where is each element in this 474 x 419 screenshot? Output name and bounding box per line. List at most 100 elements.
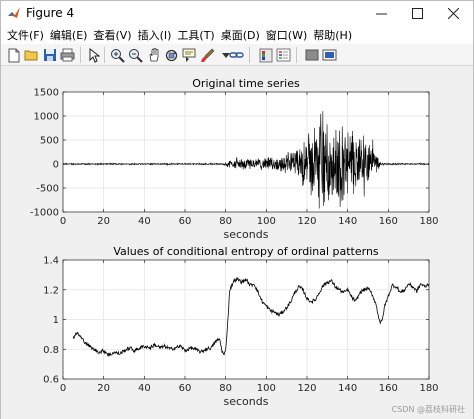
x-tick-label: 60	[179, 383, 192, 394]
toolbar	[1, 44, 473, 66]
x-tick-label: 160	[379, 216, 398, 227]
y-tick-label: -1000	[30, 208, 59, 219]
y-tick-label: 0.8	[43, 345, 59, 356]
x-axis-label: seconds	[224, 228, 269, 241]
y-tick-label: -500	[36, 184, 59, 195]
x-tick-label: 180	[419, 216, 438, 227]
y-tick-label: 1	[53, 315, 59, 326]
menu-bar: 文件(F) 编辑(E) 查看(V) 插入(I) 工具(T) 桌面(D) 窗口(W…	[1, 25, 473, 44]
maximize-button[interactable]	[399, 1, 435, 25]
y-tick-label: 0.6	[43, 375, 59, 386]
pointer-button[interactable]	[85, 47, 102, 63]
link-icon	[229, 51, 244, 58]
x-tick-label: 40	[138, 216, 151, 227]
x-tick-label: 60	[179, 216, 192, 227]
close-icon	[447, 7, 459, 19]
menu-tools[interactable]: 工具(T)	[177, 28, 215, 42]
menu-help[interactable]: 帮助(H)	[313, 28, 353, 42]
zoom-out-button[interactable]	[127, 47, 144, 63]
axes-frame	[62, 91, 430, 213]
x-tick-label: 20	[97, 383, 110, 394]
x-tick-label: 140	[338, 216, 357, 227]
print-icon	[60, 48, 75, 62]
pan-button[interactable]	[145, 47, 162, 63]
x-tick-label: 80	[219, 383, 232, 394]
x-tick-label: 180	[419, 383, 438, 394]
matlab-icon	[8, 7, 20, 18]
maximize-icon	[411, 7, 423, 19]
toolbar-separator	[104, 47, 105, 63]
y-tick-label: 0	[53, 160, 59, 171]
legend-icon	[276, 48, 291, 61]
zoom-out-icon	[129, 48, 143, 63]
y-tick-label: 1500	[34, 88, 59, 99]
menu-file[interactable]: 文件(F)	[7, 28, 44, 42]
minimize-button[interactable]	[363, 1, 399, 25]
y-tick-label: 1.2	[43, 285, 59, 296]
menu-desktop[interactable]: 桌面(D)	[220, 28, 260, 42]
hide-plot-tools-button[interactable]	[303, 47, 320, 63]
brush-icon	[201, 48, 215, 62]
rotate-3d-icon	[165, 49, 178, 61]
menu-window[interactable]: 窗口(W)	[265, 28, 308, 42]
x-tick-label: 100	[257, 383, 276, 394]
menu-insert[interactable]: 插入(I)	[137, 28, 172, 42]
open-folder-icon	[24, 50, 38, 61]
colorbar-button[interactable]	[257, 47, 274, 63]
toolbar-separator	[80, 47, 81, 63]
y-tick-label: 1.4	[43, 256, 59, 267]
data-cursor-button[interactable]	[181, 47, 198, 63]
open-button[interactable]	[23, 47, 40, 63]
figure-canvas: 0 20 40 60 80 100 120 140 160 180 -1000 -500 0 500 100…	[1, 67, 473, 419]
brush-button[interactable]	[199, 47, 216, 63]
x-tick-label: 120	[297, 216, 316, 227]
brush-options-button[interactable]	[217, 47, 234, 63]
menu-edit[interactable]: 编辑(E)	[49, 28, 88, 42]
x-axis-label: seconds	[224, 395, 269, 408]
toolbar-separator	[249, 47, 250, 63]
hide-plot-tools-icon	[305, 49, 318, 61]
print-button[interactable]	[59, 47, 76, 63]
show-plot-tools-icon	[322, 49, 337, 61]
x-tick-label: 20	[97, 216, 110, 227]
x-tick-label: 140	[338, 383, 357, 394]
zoom-in-icon	[111, 48, 125, 63]
zoom-in-button[interactable]	[109, 47, 126, 63]
x-tick-label: 0	[60, 216, 66, 227]
colorbar-icon	[259, 48, 272, 62]
menu-view[interactable]: 查看(V)	[93, 28, 132, 42]
data-cursor-icon	[182, 48, 196, 62]
new-figure-button[interactable]	[5, 47, 22, 63]
y-tick-label: 500	[40, 136, 59, 147]
chart-title: Values of conditional entropy of ordinal…	[113, 245, 379, 258]
x-tick-label: 40	[138, 383, 151, 394]
y-tick-label: 1000	[34, 112, 59, 123]
x-tick-label: 120	[297, 383, 316, 394]
plot-area	[63, 92, 429, 212]
x-tick-label: 100	[257, 216, 276, 227]
new-figure-icon	[8, 48, 19, 62]
x-tick-label: 0	[60, 383, 66, 394]
link-button[interactable]	[228, 47, 245, 63]
window-title: Figure 4	[26, 6, 75, 20]
chart-title: Original time series	[192, 77, 300, 90]
show-plot-tools-button[interactable]	[321, 47, 338, 63]
legend-button[interactable]	[275, 47, 292, 63]
watermark-text: CSDN @荔枝科研社	[391, 405, 465, 414]
toolbar-separator	[296, 47, 297, 63]
pan-icon	[149, 47, 158, 61]
plots-svg: 0 20 40 60 80 100 120 140 160 180-1000-5000500100…	[30, 77, 439, 408]
rotate-3d-button[interactable]	[163, 47, 180, 63]
x-tick-label: 80	[219, 216, 232, 227]
save-icon	[43, 49, 56, 61]
save-button[interactable]	[41, 47, 58, 63]
series-line-time-series	[62, 111, 430, 209]
pointer-icon	[89, 47, 100, 63]
close-button[interactable]	[435, 1, 471, 25]
title-bar: Figure 4	[1, 1, 473, 25]
minimize-icon	[375, 13, 387, 14]
chevron-down-icon	[221, 53, 230, 58]
series-line-entropy	[72, 276, 430, 358]
x-tick-label: 160	[379, 383, 398, 394]
